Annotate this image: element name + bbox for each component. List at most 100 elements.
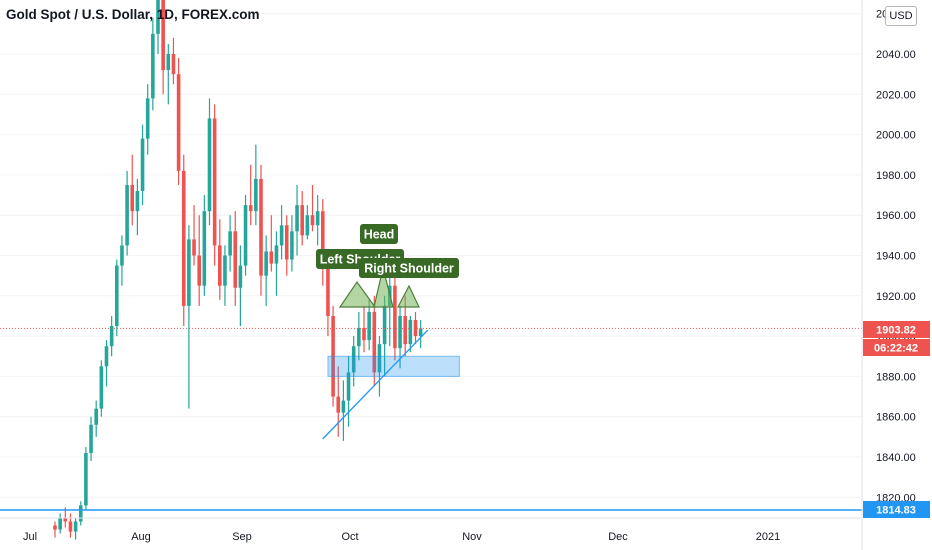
x-tick-label: 2021: [756, 531, 780, 543]
candle-body: [161, 0, 165, 71]
candle-body: [166, 54, 171, 71]
y-tick-label: 1940.00: [876, 251, 916, 263]
candle-body: [197, 255, 201, 286]
candle-body: [176, 74, 181, 171]
x-tick-label: Dec: [608, 531, 628, 543]
candle-body: [202, 211, 207, 286]
chart-grid: [0, 13, 862, 498]
candle-body: [89, 424, 93, 453]
candle-body: [233, 231, 238, 288]
candle-body: [259, 178, 263, 276]
candle-body: [53, 525, 57, 530]
candle-body: [341, 400, 346, 413]
candle-body: [104, 346, 109, 367]
candle-body: [377, 344, 382, 373]
candle-body: [68, 521, 73, 532]
candle-body: [367, 311, 371, 341]
candle-body: [140, 138, 145, 192]
candle-body: [362, 328, 366, 341]
currency-button[interactable]: USD: [885, 6, 917, 26]
right-shoulder-label: Right Shoulder: [364, 262, 454, 276]
pattern-triangle: [373, 267, 394, 308]
candle-body: [109, 326, 114, 347]
candle-body: [382, 305, 387, 345]
candle-body: [310, 215, 315, 226]
x-tick-label: Oct: [341, 531, 358, 543]
candle-body: [84, 452, 88, 506]
candle-body: [63, 517, 68, 522]
candle-body: [125, 184, 129, 246]
y-tick-label: 1840.00: [876, 452, 916, 464]
candle-body: [212, 118, 217, 246]
x-tick-label: Jul: [23, 531, 37, 543]
candle-body: [120, 245, 124, 266]
candle-body: [238, 265, 243, 288]
candle-body: [115, 265, 119, 327]
candle-body: [94, 408, 98, 425]
candle-body: [413, 319, 418, 337]
candle-body: [305, 215, 310, 236]
y-tick-label: 1920.00: [876, 291, 916, 303]
drawing-overlays: Left ShoulderHeadRight Shoulder: [0, 224, 862, 511]
candle-body: [295, 205, 299, 232]
y-tick-label: 1880.00: [876, 371, 916, 383]
current-price-tag: [863, 321, 930, 338]
candle-body: [393, 285, 397, 349]
candle-body: [78, 505, 83, 522]
pattern-triangle: [338, 280, 377, 308]
candle-body: [279, 225, 284, 246]
candle-body: [284, 225, 289, 260]
candle-body: [181, 170, 186, 306]
candle-body: [408, 319, 413, 345]
candle-body: [243, 205, 248, 266]
x-tick-label: Nov: [462, 531, 482, 543]
ascending-trendline: [322, 329, 429, 440]
candle-body: [300, 205, 304, 236]
level-price-value: 1814.83: [876, 505, 916, 517]
countdown-value: 06:22:42: [874, 343, 918, 355]
candle-body: [254, 178, 258, 212]
candle-body: [192, 239, 196, 256]
candle-body: [346, 372, 351, 401]
candle-body: [58, 517, 62, 530]
head-label-box: [360, 224, 398, 244]
candle-series: [53, 0, 423, 540]
candle-body: [336, 396, 341, 413]
candle-body: [218, 245, 222, 286]
candle-body: [315, 211, 320, 226]
x-tick-label: Aug: [131, 531, 151, 543]
candle-body: [135, 191, 140, 212]
pattern-triangle: [397, 284, 420, 308]
chart-title: Gold Spot / U.S. Dollar, 1D, FOREX.com: [6, 7, 260, 22]
y-tick-label: 2020.00: [876, 89, 916, 101]
candle-body: [326, 265, 330, 316]
right-shoulder-label-box: [359, 258, 459, 278]
candle-body: [403, 315, 407, 345]
x-tick-label: Sep: [232, 531, 252, 543]
candle-body: [151, 33, 155, 99]
candle-body: [372, 311, 377, 373]
candle-body: [228, 231, 232, 256]
y-tick-label: 1980.00: [876, 170, 916, 182]
candle-body: [264, 251, 268, 276]
candle-body: [99, 366, 104, 409]
head-label: Head: [364, 228, 395, 242]
candle-body: [130, 184, 135, 212]
level-price-tag: [863, 501, 930, 518]
countdown-tag: [863, 339, 930, 356]
candle-body: [171, 54, 176, 75]
candle-body: [290, 231, 294, 260]
candle-body: [418, 328, 423, 337]
candle-body: [187, 239, 191, 306]
current-price-value: 1903.82: [876, 325, 916, 337]
y-tick-label: 1960.00: [876, 210, 916, 222]
y-tick-label: 1860.00: [876, 412, 916, 424]
candle-body: [207, 118, 212, 212]
candle-body: [398, 315, 402, 349]
candle-body: [156, 0, 160, 34]
candle-body: [269, 251, 274, 264]
candle-body: [73, 521, 78, 532]
y-tick-label: 2040.00: [876, 49, 916, 61]
candle-body: [223, 255, 227, 286]
